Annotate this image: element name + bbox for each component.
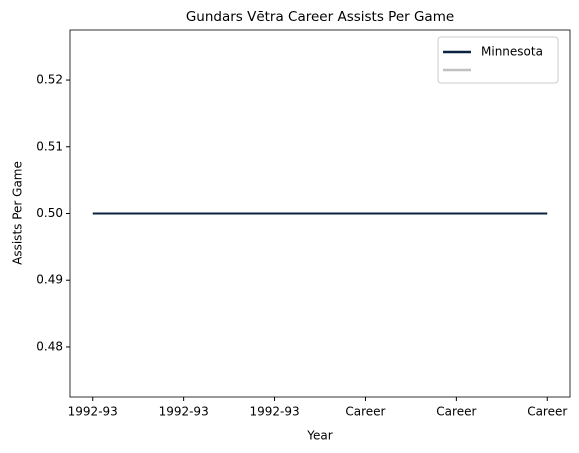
- x-tick-label: Career: [345, 405, 385, 419]
- y-tick-label: 0.50: [36, 206, 63, 220]
- x-tick-label: 1992-93: [249, 405, 299, 419]
- x-axis-label: Year: [306, 429, 332, 443]
- y-tick-label: 0.52: [36, 73, 63, 87]
- legend-label: Minnesota: [481, 45, 543, 59]
- x-tick-label: 1992-93: [159, 405, 209, 419]
- chart-title: Gundars Vētra Career Assists Per Game: [186, 9, 454, 25]
- y-tick-label: 0.51: [36, 139, 63, 153]
- y-tick-label: 0.48: [36, 339, 63, 353]
- legend-box: [437, 36, 559, 84]
- plot-frame: [69, 29, 571, 398]
- x-tick-label: Career: [436, 405, 476, 419]
- y-tick-label: 0.49: [36, 273, 63, 287]
- y-axis-label: Assists Per Game: [11, 161, 25, 265]
- x-tick-label: Career: [527, 405, 567, 419]
- x-tick-label: 1992-93: [68, 405, 118, 419]
